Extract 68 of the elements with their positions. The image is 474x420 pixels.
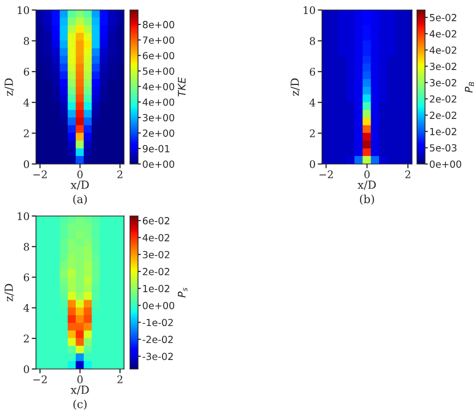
y-tick-label: 6 bbox=[24, 68, 30, 76]
y-tick-label: 0 bbox=[24, 365, 30, 374]
color-bar-label: 4e+00 bbox=[142, 98, 174, 106]
color-bar-label: 1e-02 bbox=[143, 284, 170, 292]
y-tick-label: 0 bbox=[310, 160, 316, 168]
color-bar-label: 2e-02 bbox=[430, 112, 456, 119]
color-bar-title: TKE bbox=[178, 77, 186, 96]
x-tick-label: 0 bbox=[77, 375, 83, 384]
color-bar-label: 6e-02 bbox=[142, 217, 170, 224]
text: (a) bbox=[73, 194, 87, 205]
y-tick-label: 6 bbox=[24, 273, 30, 282]
y-tick-label: 2 bbox=[310, 129, 315, 138]
color-bar-title: P$_{s}$ bbox=[178, 288, 188, 298]
y-tick-label: 2 bbox=[24, 129, 29, 138]
color-bar-label: 7e+00 bbox=[142, 36, 174, 44]
x-tick-label: −2 bbox=[320, 170, 333, 178]
text: (b) bbox=[360, 194, 374, 205]
x-tick-label: 2 bbox=[405, 170, 410, 178]
color-bar-label: 2e-02 bbox=[430, 95, 456, 103]
color-bar-label: 4e-02 bbox=[430, 30, 456, 38]
color-bar-label: 5e+00 bbox=[142, 67, 174, 75]
y-axis-title: z/D bbox=[4, 78, 14, 96]
x-axis-title: x/D bbox=[70, 386, 89, 395]
text: (c) bbox=[73, 400, 87, 410]
color-bar-label: 3e-02 bbox=[430, 79, 456, 86]
color-bar-label: 8e+00 bbox=[142, 20, 174, 28]
color-bar-label: 4e-02 bbox=[142, 234, 170, 242]
y-tick-label: 6 bbox=[310, 68, 316, 76]
x-tick-label: 2 bbox=[117, 170, 122, 178]
y-tick-label: 10 bbox=[18, 212, 30, 220]
y-axis-title: z/D bbox=[290, 78, 300, 96]
x-tick-label: −2 bbox=[33, 170, 47, 178]
color-bar-label: -3e-02 bbox=[142, 352, 173, 360]
y-tick-label: 8 bbox=[24, 37, 30, 45]
x-tick-label: 0 bbox=[364, 170, 370, 178]
color-bar-label: 0e+00 bbox=[142, 302, 174, 310]
color-bar-label: 4e+00 bbox=[142, 82, 174, 90]
color-bar-label: 6e+00 bbox=[142, 52, 174, 60]
color-bar-label: 3e-02 bbox=[142, 250, 170, 258]
color-bar-label: 4e-02 bbox=[430, 46, 456, 54]
x-tick-label: −2 bbox=[33, 375, 47, 384]
y-tick-label: 4 bbox=[309, 98, 316, 106]
color-bar-label: 3e+00 bbox=[142, 114, 174, 122]
x-tick-label: 0 bbox=[77, 170, 83, 178]
y-tick-label: 4 bbox=[23, 98, 30, 106]
color-bar-label: 2e-02 bbox=[142, 268, 170, 276]
color-bar-label: 3e-02 bbox=[430, 62, 456, 70]
color-bar-label: 0e+00 bbox=[142, 160, 174, 168]
x-axis-title: x/D bbox=[358, 180, 376, 190]
y-tick-label: 10 bbox=[18, 6, 30, 14]
color-bar-label: 2e+00 bbox=[142, 129, 174, 137]
color-bar-label: 5e-02 bbox=[430, 14, 456, 22]
color-bar-label: -1e-02 bbox=[142, 318, 173, 326]
y-tick-label: 0 bbox=[24, 160, 30, 168]
x-axis-title: x/D bbox=[70, 180, 89, 190]
color-bar-label: 9e-01 bbox=[142, 144, 170, 152]
color-bar-title: P$_{B}$ bbox=[464, 82, 474, 93]
y-tick-label: 2 bbox=[24, 334, 29, 342]
color-bar-label: 5e-03 bbox=[430, 144, 456, 152]
y-axis-title: z/D bbox=[4, 284, 14, 302]
y-tick-label: 8 bbox=[24, 242, 30, 251]
x-tick-label: 2 bbox=[117, 375, 122, 384]
color-bar-label: 0e+00 bbox=[430, 160, 462, 168]
y-tick-label: 4 bbox=[23, 304, 30, 312]
y-tick-label: 10 bbox=[304, 6, 316, 14]
color-bar-label: 1e-02 bbox=[430, 128, 456, 136]
y-tick-label: 8 bbox=[310, 37, 316, 45]
color-bar-label: -2e-02 bbox=[142, 336, 173, 344]
